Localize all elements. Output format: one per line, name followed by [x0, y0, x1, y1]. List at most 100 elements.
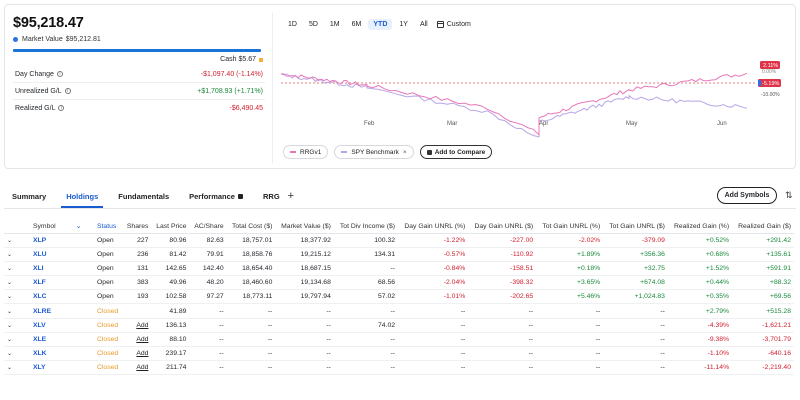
add-to-compare-button[interactable]: Add to Compare [419, 145, 493, 159]
column-header-day-gain-pct[interactable]: Day Gain UNRL (%) [398, 220, 469, 234]
cell-dgp: -- [398, 346, 469, 362]
cell-dgd: -- [468, 303, 537, 319]
chevron-down-icon[interactable]: ⌄ [7, 251, 13, 258]
table-row[interactable]: ⌄ XLY Closed Add 211.74 -- -- -- -- -- -- -- -- -11.1… [4, 360, 794, 376]
cell-div: 57.02 [333, 289, 399, 305]
chevron-down-icon[interactable]: ⌄ [7, 308, 13, 315]
info-icon[interactable]: i [58, 105, 65, 112]
symbol-link[interactable]: XLP [33, 236, 47, 244]
column-header-market-value[interactable]: Market Value ($) [275, 220, 334, 234]
legend-chip-rrgv1[interactable]: RRGv1 [283, 145, 329, 159]
status-cell: Open [94, 247, 123, 262]
tab-rrg[interactable]: RRG [262, 191, 280, 201]
tab-performance[interactable]: Performance [189, 188, 243, 204]
range-all-button[interactable]: All [419, 21, 428, 28]
symbol-link[interactable]: XLY [33, 364, 46, 372]
cell-dgd: -227.00 [468, 233, 537, 248]
table-row[interactable]: ⌄ XLP Open 227 80.96 82.63 18,757.01 18,377.92 1… [4, 233, 794, 248]
cell-mv: -- [275, 303, 334, 319]
tab-fundamentals[interactable]: Fundamentals [118, 191, 170, 201]
cell-shares: 383 [122, 275, 152, 291]
market-value-dot-icon [13, 37, 18, 42]
add-shares-link[interactable]: Add [122, 332, 152, 348]
status-cell: Open [94, 233, 123, 248]
chevron-down-icon[interactable]: ⌄ [7, 265, 13, 272]
table-row[interactable]: ⌄ XLC Open 193 102.58 97.27 18,773.11 19,797.94… [4, 289, 794, 305]
month-label: May [626, 121, 638, 127]
add-symbols-button[interactable]: Add Symbols [717, 187, 777, 204]
cell-rgd: -2,219.40 [732, 360, 794, 376]
chevron-down-icon[interactable]: ⌄ [7, 336, 13, 343]
chevron-down-icon[interactable]: ⌄ [7, 322, 13, 329]
add-shares-link[interactable]: Add [122, 360, 152, 376]
symbol-link[interactable]: XLV [33, 321, 46, 329]
column-header-day-gain-usd[interactable]: Day Gain UNRL ($) [468, 220, 537, 234]
column-header-total-cost[interactable]: Total Cost ($) [226, 220, 276, 234]
range-1y-button[interactable]: 1Y [399, 21, 408, 28]
range-1m-button[interactable]: 1M [329, 21, 340, 28]
range-6m-button[interactable]: 6M [351, 21, 362, 28]
info-icon[interactable]: i [64, 87, 71, 94]
column-header-last-price[interactable]: Last Price [151, 220, 190, 234]
column-header-tot-gain-usd[interactable]: Tot Gain UNRL ($) [603, 220, 668, 234]
add-shares-link[interactable]: Add [122, 318, 152, 333]
range-ytd-button[interactable]: YTD [368, 19, 393, 30]
table-row[interactable]: ⌄ XLK Closed Add 239.17 -- -- -- -- -- -- -- -- -1.10… [4, 346, 794, 362]
chevron-down-icon[interactable]: ⌄ [7, 280, 13, 287]
range-selector: 1D 5D 1M 6M YTD 1Y All Custom [283, 19, 471, 30]
symbol-link[interactable]: XLRE [33, 307, 52, 315]
lock-icon [237, 193, 243, 199]
market-value-label: Market Value [22, 36, 63, 43]
column-header-realized-usd[interactable]: Realized Gain ($) [732, 220, 794, 234]
symbol-link[interactable]: XLU [33, 250, 47, 258]
cell-div: -- [333, 360, 399, 376]
symbol-link[interactable]: XLC [33, 293, 47, 301]
cell-dgp: -0.84% [398, 261, 469, 277]
table-row[interactable]: ⌄ XLE Closed Add 88.10 -- -- -- -- -- -- -- -- -9.38%… [4, 332, 794, 348]
column-header-div-income[interactable]: Tot Div Income ($) [333, 220, 399, 234]
legend-swatch [290, 151, 296, 153]
holdings-tabs: Summary Holdings Fundamentals Performanc… [4, 188, 796, 208]
chevron-down-icon[interactable]: ⌄ [75, 223, 82, 231]
close-icon[interactable]: × [402, 148, 407, 156]
column-header-shares[interactable]: Shares [122, 220, 152, 234]
custom-range-button[interactable]: Custom [436, 21, 471, 28]
cell-rgd: -640.16 [732, 346, 794, 362]
column-header-status[interactable]: Status [94, 220, 123, 234]
add-tab-icon[interactable]: + [287, 190, 295, 202]
column-header-symbol[interactable]: Symbol ⌄ [30, 220, 94, 234]
chevron-down-icon[interactable]: ⌄ [7, 237, 13, 244]
tab-holdings[interactable]: Holdings [61, 188, 104, 208]
cell-div: -- [333, 303, 399, 319]
column-header-realized-pct[interactable]: Realized Gain (%) [667, 220, 733, 234]
cell-rgp: +1.52% [667, 261, 733, 277]
table-row[interactable]: ⌄ XLU Open 236 81.42 79.91 18,858.76 19,215.12 1… [4, 247, 794, 262]
table-row[interactable]: ⌄ XLRE Closed 41.89 -- -- -- -- -- -- -- -- +2.79% +5… [4, 303, 794, 319]
chevron-down-icon[interactable]: ⌄ [7, 365, 13, 372]
add-shares-link[interactable]: Add [122, 346, 152, 362]
symbol-link[interactable]: XLI [33, 264, 44, 272]
range-5d-button[interactable]: 5D [308, 21, 318, 28]
table-row[interactable]: ⌄ XLF Open 383 49.96 48.20 18,460.60 19,134.68 6… [4, 275, 794, 291]
cell-tgp: +1.89% [536, 247, 604, 262]
symbol-link[interactable]: XLF [33, 279, 46, 287]
info-icon[interactable]: i [56, 70, 63, 77]
cell-tgp: +0.18% [536, 261, 604, 277]
range-1d-button[interactable]: 1D [288, 21, 297, 28]
symbol-link[interactable]: XLK [33, 350, 47, 358]
chevron-down-icon[interactable]: ⌄ [7, 294, 13, 301]
table-row[interactable]: ⌄ XLI Open 131 142.65 142.40 18,654.40 18,687.1… [4, 261, 794, 277]
table-row[interactable]: ⌄ XLV Closed Add 136.13 -- -- -- 74.02 -- -- -- -- -4… [4, 318, 794, 333]
column-header-tot-gain-pct[interactable]: Tot Gain UNRL (%) [536, 220, 604, 234]
column-settings-icon[interactable]: ⇅ [785, 190, 793, 200]
tab-summary[interactable]: Summary [12, 191, 47, 201]
cell-tgp: -- [536, 332, 604, 348]
cell-last: 80.96 [151, 233, 190, 248]
cell-ac: 48.20 [189, 275, 227, 291]
legend-label: RRGv1 [300, 148, 322, 156]
column-header-ac-share[interactable]: AC/Share [189, 220, 227, 234]
chevron-down-icon[interactable]: ⌄ [7, 351, 13, 358]
legend-chip-spy[interactable]: SPY Benchmark × [334, 145, 414, 159]
symbol-link[interactable]: XLE [33, 335, 47, 343]
tabs-divider [4, 208, 796, 209]
